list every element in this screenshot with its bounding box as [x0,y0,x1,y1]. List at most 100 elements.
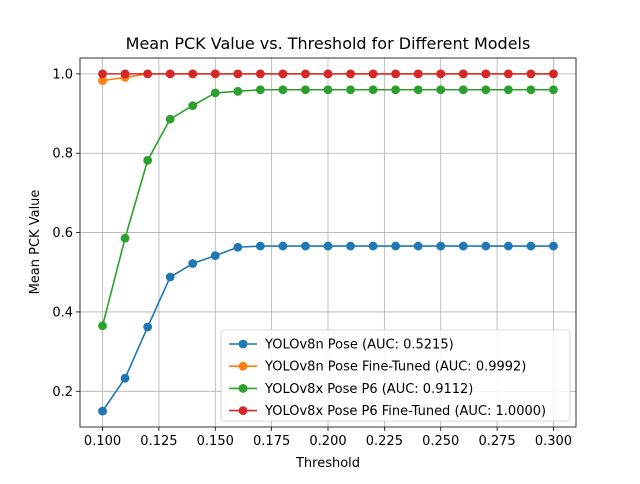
legend-marker [238,384,248,393]
data-point [549,241,558,251]
data-point [143,69,153,79]
data-point [481,241,491,251]
x-tick-label: 0.175 [253,434,290,449]
y-tick-label: 0.2 [52,385,73,400]
data-point [503,85,513,95]
data-point [458,69,468,79]
data-point [120,373,130,383]
data-point [436,85,446,95]
data-point [210,251,220,260]
data-point [301,69,310,79]
x-tick-label: 0.225 [366,434,403,449]
x-tick-label: 0.150 [197,434,234,449]
legend-label: YOLOv8n Pose (AUC: 0.5215) [264,338,454,353]
data-point [368,69,378,79]
data-point [368,241,378,251]
data-point [436,69,446,79]
data-point [210,69,220,79]
data-point [413,69,423,79]
data-point [549,69,558,79]
data-point [526,241,536,251]
data-point [210,88,220,98]
data-point [233,86,243,96]
data-point [346,69,355,79]
axis-ticks: 0.100 0.125 0.150 0.175 0.200 0.225 0.250 0.275… [52,67,572,449]
legend-marker [238,406,248,415]
data-point [233,69,243,79]
series-2 [98,85,558,331]
data-point [188,259,198,268]
legend-item: YOLOv8n Pose Fine-Tuned (AUC: 0.9992) [229,360,526,375]
series-group [98,69,558,416]
legend-item: YOLOv8x Pose P6 (AUC: 0.9112) [229,382,473,397]
data-point [323,241,333,251]
y-tick-label: 0.8 [52,147,73,162]
data-point [255,85,265,95]
data-point [458,241,468,251]
data-point [278,69,288,79]
data-point [165,69,175,79]
legend-marker [238,339,248,349]
data-point [481,69,491,79]
data-point [255,241,265,251]
data-point [301,241,310,251]
x-tick-label: 0.125 [140,434,177,449]
series-0 [98,241,558,416]
data-point [188,69,198,79]
data-point [98,76,107,86]
data-point [413,85,423,95]
data-point [346,85,355,95]
data-point [143,155,153,165]
data-point [436,241,446,251]
data-point [98,321,107,331]
x-tick-label: 0.275 [478,434,515,449]
x-axis-label: Threshold [295,456,360,471]
legend-marker [238,361,248,371]
x-tick-label: 0.200 [309,434,346,449]
data-point [526,85,536,95]
data-point [323,85,333,95]
x-tick-label: 0.250 [422,434,459,449]
data-point [368,85,378,95]
legend: YOLOv8n Pose (AUC: 0.5215) YOLOv8n Pose F… [220,329,571,422]
data-point [549,85,558,95]
data-point [391,85,401,95]
data-point [188,101,198,111]
data-point [391,69,401,79]
data-point [165,272,175,282]
y-tick-label: 0.6 [52,226,73,241]
data-point [143,322,153,332]
y-axis-label: Mean PCK Value [28,190,43,295]
data-point [503,69,513,79]
legend-box [220,329,571,422]
series-3 [98,69,558,79]
data-point [165,114,175,124]
data-point [413,241,423,251]
data-point [278,241,288,251]
data-point [98,406,107,416]
legend-label: YOLOv8x Pose P6 Fine-Tuned (AUC: 1.0000) [264,404,546,419]
chart-title: Mean PCK Value vs. Threshold for Differe… [126,34,531,53]
legend-item: YOLOv8x Pose P6 Fine-Tuned (AUC: 1.0000) [229,404,546,419]
data-point [526,69,536,79]
data-point [120,233,130,243]
data-point [458,85,468,95]
data-point [278,85,288,95]
legend-item: YOLOv8n Pose (AUC: 0.5215) [229,338,454,353]
data-point [323,69,333,79]
data-point [301,85,310,95]
legend-label: YOLOv8x Pose P6 (AUC: 0.9112) [264,382,473,397]
data-point [98,69,107,79]
data-point [391,241,401,251]
data-point [233,242,243,252]
y-tick-label: 1.0 [52,67,73,82]
data-point [481,85,491,95]
data-point [120,69,130,79]
y-tick-label: 0.4 [52,305,73,320]
data-point [503,241,513,251]
x-tick-label: 0.300 [535,434,572,449]
data-point [255,69,265,79]
x-tick-label: 0.100 [84,434,121,449]
